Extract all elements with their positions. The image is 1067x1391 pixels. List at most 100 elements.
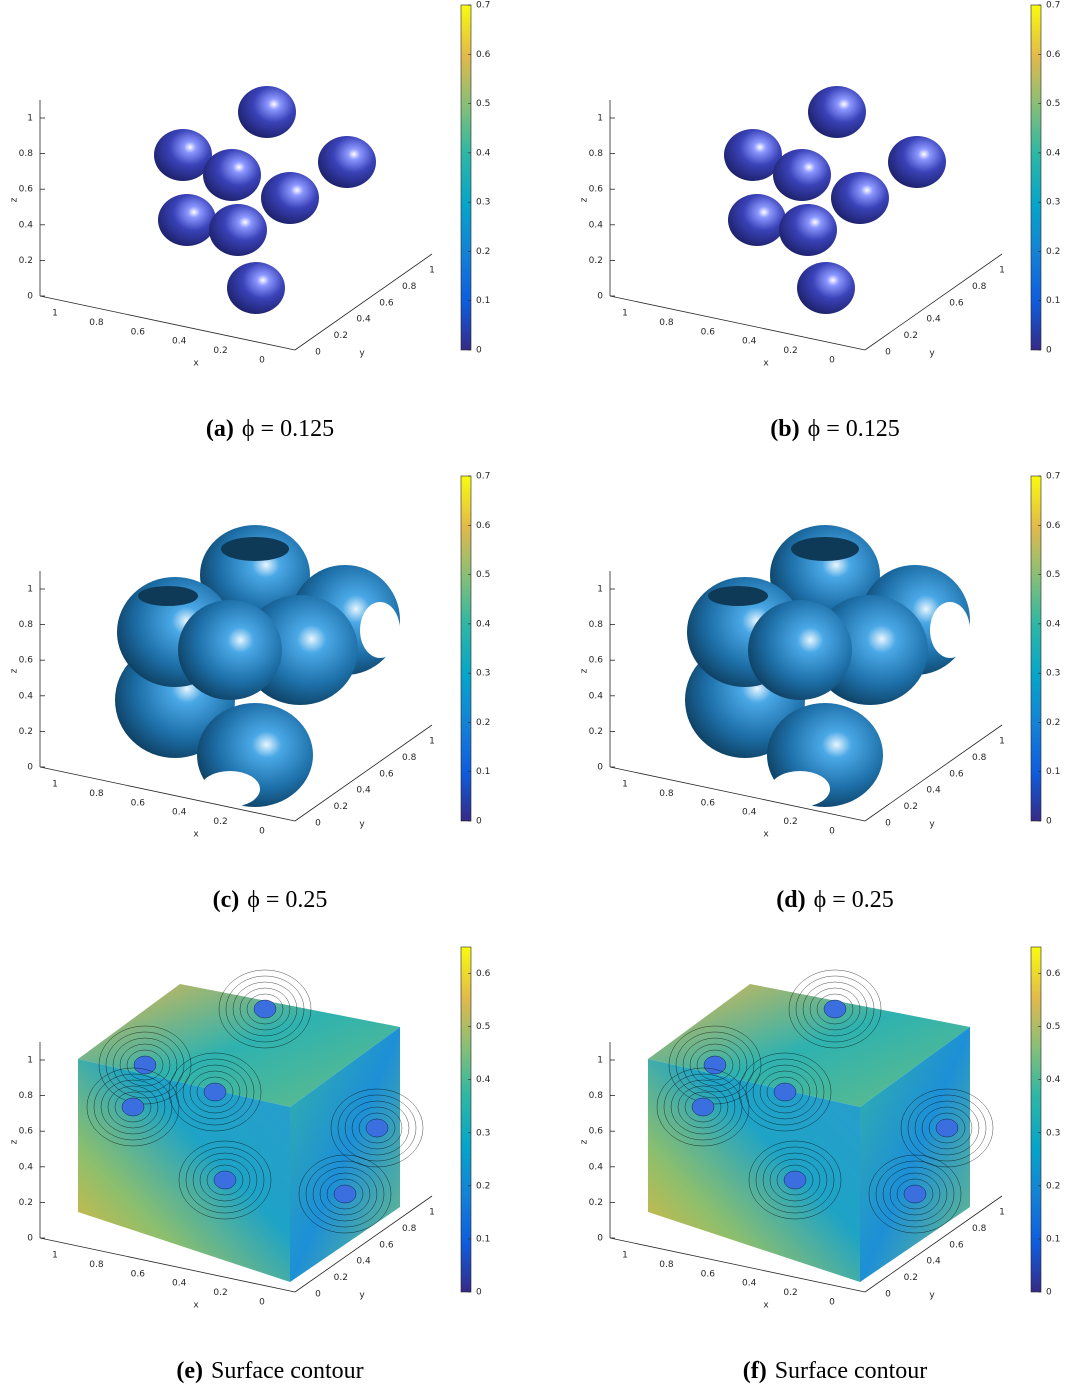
x-tick-label: 0.2	[213, 346, 227, 356]
y-tick-label: 0.6	[949, 298, 964, 308]
hole	[221, 537, 289, 561]
x-tick-label: 0	[829, 1298, 835, 1308]
y-tick-label: 0.8	[972, 1224, 987, 1234]
contour	[928, 1112, 966, 1144]
x-tick-label: 1	[52, 780, 58, 790]
contour	[319, 1172, 371, 1216]
axis-line	[39, 766, 296, 822]
colorbar-tick-label: 0	[1046, 817, 1052, 827]
sphere	[831, 172, 889, 224]
contour	[192, 1152, 258, 1208]
sphere	[808, 86, 866, 138]
y-tick-label: 1	[999, 1208, 1005, 1218]
axis-line	[864, 1195, 1003, 1293]
panel: 0 0.2 0.4 0.6 0.8 1 1 0.8 0.6 0.4 0.2 0 0 0.2 0.4 0.6 0.…	[580, 472, 1061, 914]
caption-label: (f)	[743, 1358, 767, 1384]
z-axis-label: z	[580, 668, 590, 673]
z-tick-label: 0.4	[19, 691, 34, 701]
contour	[121, 1097, 145, 1117]
contour	[107, 1085, 159, 1129]
x-tick-label: 0.4	[172, 1279, 187, 1289]
contour	[677, 1085, 729, 1129]
contour	[175, 1058, 255, 1126]
y-tick-label: 0	[885, 819, 891, 829]
y-tick-label: 1	[999, 737, 1005, 747]
x-tick-label: 1	[622, 309, 628, 319]
z-tick-label: 1	[597, 585, 603, 595]
colorbar-tick-label: 0.3	[476, 198, 490, 208]
contour	[86, 1067, 180, 1147]
z-tick-label: 0.2	[589, 256, 603, 266]
contour	[882, 1166, 948, 1222]
sphere	[154, 129, 212, 181]
x-tick-label: 0.2	[213, 817, 227, 827]
z-tick-label: 0	[597, 292, 603, 302]
y-tick-label: 0.8	[402, 282, 417, 292]
cut	[360, 602, 400, 658]
y-tick-label: 0.4	[356, 786, 371, 796]
z-tick-label: 0.6	[589, 1127, 604, 1137]
contour	[889, 1172, 941, 1216]
contour	[100, 1079, 166, 1135]
x-tick-label: 0.8	[89, 1260, 104, 1270]
contour	[921, 1106, 973, 1150]
x-tick-label: 1	[52, 1251, 58, 1261]
y-tick-label: 0.8	[972, 282, 987, 292]
contour	[769, 1158, 821, 1202]
sphere	[318, 136, 376, 188]
hole	[791, 537, 859, 561]
contour	[105, 1031, 185, 1099]
y-tick-label: 0.6	[379, 1240, 394, 1250]
caption-text: ϕ = 0.125	[242, 416, 334, 442]
x-axis-label: x	[193, 1301, 199, 1311]
y-tick-label: 0.8	[972, 753, 987, 763]
contour	[773, 1082, 797, 1102]
colorbar-tick-label: 0	[476, 346, 482, 356]
sphere	[203, 149, 261, 201]
contour	[903, 1184, 927, 1204]
x-tick-label: 0.6	[131, 1269, 146, 1279]
x-tick-label: 0.6	[701, 798, 716, 808]
colorbar-tick-label: 0.1	[1046, 1234, 1060, 1244]
caption-label: (c)	[213, 887, 240, 913]
contour	[326, 1178, 364, 1210]
caption-text: Surface contour	[211, 1358, 364, 1384]
colorbar-tick-label: 0.6	[476, 521, 491, 531]
caption-text: ϕ = 0.125	[808, 416, 900, 442]
colorbar-tick-label: 0.5	[1046, 1022, 1060, 1032]
y-tick-label: 0	[885, 1290, 891, 1300]
z-tick-label: 0.2	[589, 727, 603, 737]
y-axis-label: y	[359, 1291, 365, 1301]
axis-line	[294, 1195, 433, 1293]
colorbar-tick-label: 0	[1046, 346, 1052, 356]
contour	[783, 1170, 807, 1190]
contour	[868, 1154, 962, 1234]
x-tick-label: 0.6	[131, 327, 146, 337]
x-tick-label: 0.2	[783, 346, 797, 356]
z-tick-label: 0.4	[589, 691, 604, 701]
x-tick-label: 1	[622, 1251, 628, 1261]
y-axis-label: y	[929, 349, 935, 359]
y-tick-label: 0.8	[402, 1224, 417, 1234]
x-tick-label: 0.2	[783, 1288, 797, 1298]
z-tick-label: 0.8	[589, 149, 604, 159]
colorbar-tick-label: 0.1	[476, 767, 490, 777]
axis-line	[609, 1237, 866, 1293]
y-tick-label: 0.4	[926, 315, 941, 325]
box-face	[290, 1027, 400, 1282]
z-tick-label: 1	[597, 1056, 603, 1066]
z-tick-label: 0	[27, 292, 33, 302]
z-tick-label: 0.4	[19, 220, 34, 230]
x-tick-label: 0.4	[742, 808, 757, 818]
hole	[138, 586, 198, 606]
colorbar	[1030, 946, 1042, 1293]
contour	[126, 1049, 164, 1081]
z-tick-label: 0.4	[19, 1162, 34, 1172]
contour	[330, 1088, 424, 1168]
contour	[93, 1073, 173, 1141]
y-axis-label: y	[359, 349, 365, 359]
contour	[875, 1160, 955, 1228]
colorbar-tick-label: 0.5	[476, 570, 490, 580]
colorbar-tick-label: 0.4	[476, 148, 491, 158]
sphere	[773, 149, 831, 201]
